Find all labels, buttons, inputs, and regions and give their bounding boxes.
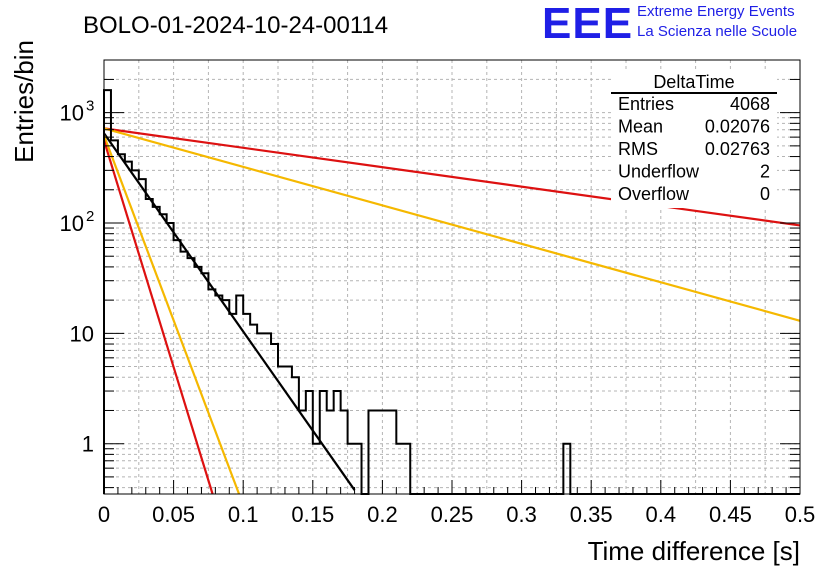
x-tick-label: 0.3 [506,502,537,527]
fit-line [102,135,241,495]
y-tick-label: 10 [70,321,94,346]
y-tick-exponent: 2 [86,208,94,225]
x-tick-label: 0.15 [291,502,334,527]
logo-line2: La Scienza nelle Scuole [637,23,798,40]
x-tick-label: 0.45 [709,502,752,527]
y-axis-label: Entries/bin [9,40,39,163]
y-tick-exponent: 3 [86,98,94,115]
x-tick-label: 0.1 [228,502,259,527]
stats-value: 2 [760,162,770,182]
histogram-series [103,89,800,495]
stats-label: Entries [618,94,674,114]
chart-title: BOLO-01-2024-10-24-00114 [83,12,388,39]
x-tick-label: 0.2 [367,502,398,527]
stats-title: DeltaTime [653,72,734,92]
x-tick-label: 0.35 [570,502,613,527]
stats-label: Underflow [618,162,700,182]
x-axis-label: Time difference [s] [588,536,800,566]
logo-line1: Extreme Energy Events [637,3,795,20]
x-tick-label: 0.25 [431,502,474,527]
x-tick-label: 0.4 [646,502,677,527]
stats-label: Mean [618,117,663,137]
stats-value: 0 [760,184,770,204]
stats-value: 4068 [730,94,770,114]
fit-line [102,140,214,495]
stats-value: 0.02763 [705,139,770,159]
stats-value: 0.02076 [705,117,770,137]
stats-box-bg [611,72,777,208]
fit-line [103,127,801,227]
y-tick-label: 1 [82,432,94,457]
y-tick-label: 10 [60,101,84,126]
fit-line [103,127,801,322]
x-tick-label: 0.5 [785,502,816,527]
x-tick-label: 0 [98,502,110,527]
stats-label: Overflow [618,184,690,204]
eee-logo: EEE [542,0,634,48]
x-tick-label: 0.05 [152,502,195,527]
y-tick-label: 10 [60,211,84,236]
axes: 0 0.05 0.1 0.15 0.2 0.25 0.3 0.35 0.4 0.45 0.5 1 10 1… [60,59,816,527]
fit-lines [102,127,801,495]
grid [104,59,800,494]
stats-label: RMS [618,139,658,159]
